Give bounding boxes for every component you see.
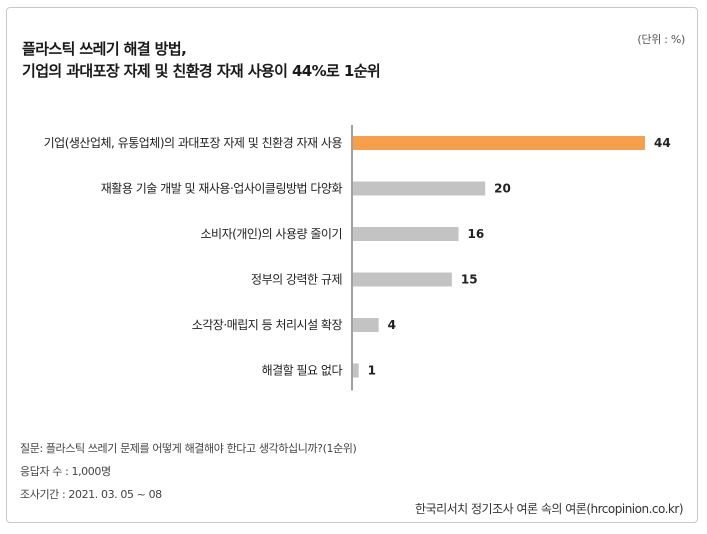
category-label: 정부의 강력한 규제 [251, 273, 342, 287]
value-label: 1 [368, 364, 376, 378]
value-label: 16 [468, 227, 485, 241]
category-label: 기업(생산업체, 유통업체)의 과대포장 자제 및 친환경 자재 사용 [44, 136, 343, 150]
value-label: 20 [494, 182, 511, 196]
category-label: 재활용 기술 개발 및 재사용·업사이클링방법 다양화 [101, 182, 343, 196]
chart-title-block: 플라스틱 쓰레기 해결 방법, 기업의 과대포장 자제 및 친환경 자재 사용이… [22, 38, 381, 82]
bar [352, 363, 359, 378]
value-label: 15 [461, 273, 478, 287]
bar [352, 227, 459, 241]
category-label: 소각장·매립지 등 처리시설 확장 [192, 318, 343, 332]
survey-period: 조사기간 : 2021. 03. 05 ~ 08 [20, 488, 162, 501]
bar [352, 136, 645, 150]
category-label: 소비자(개인)의 사용량 줄이기 [201, 227, 342, 241]
chart-title: 플라스틱 쓰레기 해결 방법, [22, 40, 187, 58]
respondent-count: 응답자 수 : 1,000명 [20, 465, 111, 478]
value-label: 4 [388, 318, 396, 332]
bar [352, 181, 486, 196]
value-label: 44 [654, 136, 671, 150]
category-label: 해결할 필요 없다 [262, 364, 343, 378]
bar [352, 318, 379, 332]
bar [352, 272, 452, 287]
unit-note: (단위 : %) [637, 33, 685, 46]
chart-frame [6, 7, 698, 523]
survey-question: 질문: 플라스틱 쓰레기 문제를 어떻게 해결해야 한다고 생각하십니까?(1순… [20, 442, 357, 455]
source-credit: 한국리서치 정기조사 여론 속의 여론(hrcopinion.co.kr) [414, 502, 684, 516]
chart-subtitle: 기업의 과대포장 자제 및 친환경 자재 사용이 44%로 1순위 [22, 62, 381, 80]
